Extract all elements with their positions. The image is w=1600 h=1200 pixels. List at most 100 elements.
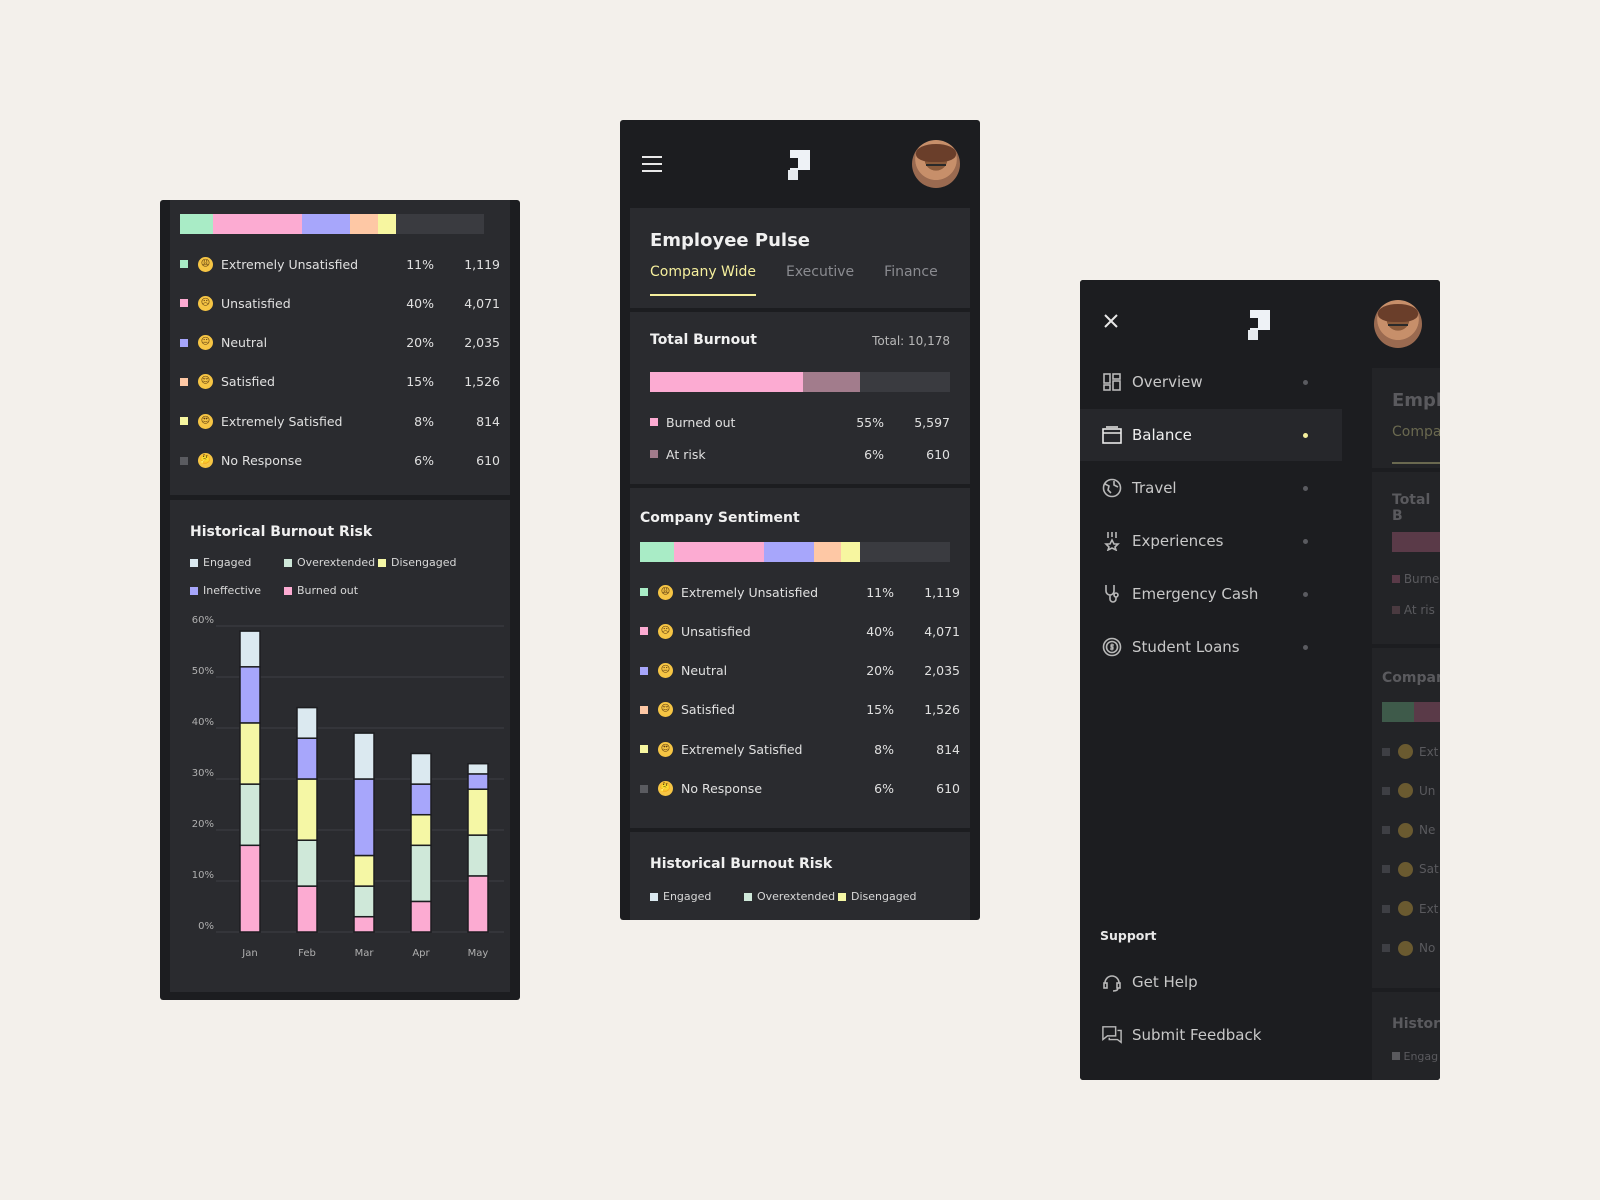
sentiment-label: No Response bbox=[681, 781, 763, 796]
sentiment-label: Extremely Unsatisfied bbox=[681, 584, 819, 600]
sentiment-label: Satisfied bbox=[221, 374, 275, 390]
company-sentiment-card: Company Sentiment 😩 Extremely Unsatisfied… bbox=[630, 488, 970, 828]
peek-row: At ris bbox=[1403, 603, 1435, 617]
avatar[interactable] bbox=[1374, 300, 1422, 348]
sentiment-count: 814 bbox=[936, 741, 960, 757]
tab-company-wide[interactable]: Company Wide bbox=[650, 264, 756, 296]
legend-item: Engaged bbox=[190, 556, 251, 569]
legend-label: Overextended bbox=[757, 890, 836, 903]
nav-item-label: Student Loans bbox=[1132, 638, 1240, 656]
sentiment-row: 🤔 No Response 6% 610 bbox=[180, 451, 500, 471]
bar-segment bbox=[467, 834, 489, 877]
bar-segment bbox=[353, 778, 375, 857]
sentiment-percent: 11% bbox=[866, 584, 894, 600]
peek-leg: Engag bbox=[1403, 1050, 1439, 1063]
legend-label: Overextended bbox=[297, 556, 376, 569]
legend-swatch bbox=[190, 586, 198, 595]
emoji-icon bbox=[1398, 744, 1413, 759]
sentiment-count: 610 bbox=[936, 781, 960, 796]
sentiment-row: 🤔 No Response 6% 610 bbox=[640, 779, 960, 799]
sentiment-label: Satisfied bbox=[681, 702, 735, 718]
sentiment-card: 😩 Extremely Unsatisfied 11% 1,119 ☹ Unsatisfi… bbox=[170, 200, 510, 495]
left-screen: 😩 Extremely Unsatisfied 11% 1,119 ☹ Unsatisfi… bbox=[160, 200, 520, 1000]
legend-swatch bbox=[640, 666, 648, 675]
sentiment-label: Extremely Satisfied bbox=[221, 413, 343, 429]
sentiment-row: 😐 Neutral 20% 2,035 bbox=[180, 333, 500, 353]
historical-title: Historical Burnout Risk bbox=[190, 524, 373, 540]
sentiment-row: ☹ Unsatisfied 40% 4,071 bbox=[180, 293, 500, 313]
close-icon[interactable] bbox=[1102, 312, 1120, 330]
tab-finance[interactable]: Finance bbox=[884, 264, 938, 280]
x-tick-label: Mar bbox=[355, 948, 375, 959]
support-item-submit-feedback[interactable]: Submit Feedback bbox=[1080, 1009, 1342, 1061]
peek-burnout: Total B bbox=[1392, 492, 1431, 524]
sentiment-label: Neutral bbox=[221, 335, 268, 351]
y-tick-label: 10% bbox=[192, 870, 214, 881]
x-tick-label: Apr bbox=[412, 948, 430, 959]
peek-sentiment-row: No bbox=[1382, 940, 1436, 956]
sentiment-count: 1,526 bbox=[464, 374, 500, 390]
bar-segment bbox=[377, 214, 396, 234]
nav-item-balance[interactable]: Balance bbox=[1080, 409, 1342, 461]
bar-segment bbox=[410, 752, 432, 785]
peek-row-label: Ext bbox=[1419, 744, 1439, 759]
legend-label: Engaged bbox=[203, 556, 252, 569]
bar-segment bbox=[410, 900, 432, 933]
stethoscope-icon bbox=[1102, 584, 1122, 604]
nav-item-student-loans[interactable]: Student Loans bbox=[1080, 621, 1342, 673]
sentiment-stacked-bar bbox=[640, 542, 950, 562]
support-item-get-help[interactable]: Get Help bbox=[1080, 956, 1342, 1008]
support-item-label: Submit Feedback bbox=[1132, 1026, 1262, 1044]
legend-label: Ineffective bbox=[203, 584, 262, 597]
headset-icon bbox=[1102, 972, 1122, 992]
underlying-screen-peek: Empl Compa Total B Burne At ris Compan E… bbox=[1372, 280, 1440, 1080]
avatar[interactable] bbox=[912, 140, 960, 188]
peek-row-label: No bbox=[1419, 941, 1436, 955]
bar-segment bbox=[467, 762, 489, 775]
burnout-count: 5,597 bbox=[914, 414, 950, 430]
sentiment-count: 1,119 bbox=[924, 584, 960, 600]
bar-segment bbox=[296, 737, 318, 780]
emoji-icon: ☹ bbox=[658, 623, 673, 639]
bar-segment bbox=[353, 915, 375, 933]
nav-item-experiences[interactable]: Experiences bbox=[1080, 515, 1342, 567]
y-tick-label: 30% bbox=[192, 768, 214, 779]
legend-swatch bbox=[180, 338, 188, 347]
emoji-icon: 🤔 bbox=[198, 453, 213, 468]
legend-item: Disengaged bbox=[378, 556, 456, 569]
globe-icon bbox=[1102, 478, 1122, 498]
nav-item-emergency-cash[interactable]: Emergency Cash bbox=[1080, 568, 1342, 620]
nav-item-label: Overview bbox=[1132, 373, 1203, 391]
legend-swatch bbox=[640, 745, 648, 754]
sentiment-percent: 20% bbox=[866, 663, 894, 679]
burnout-percent: 55% bbox=[856, 414, 884, 430]
sentiment-label: Extremely Unsatisfied bbox=[221, 256, 359, 272]
legend-swatch bbox=[284, 558, 292, 567]
legend-swatch bbox=[180, 299, 188, 308]
bar-segment bbox=[410, 813, 432, 847]
menu-icon[interactable] bbox=[642, 156, 662, 172]
nav-item-overview[interactable]: Overview bbox=[1080, 356, 1342, 408]
emoji-icon: 😌 bbox=[198, 374, 213, 390]
emoji-icon: 😩 bbox=[198, 256, 213, 272]
sentiment-row: 😍 Extremely Satisfied 8% 814 bbox=[640, 739, 960, 759]
sentiment-percent: 8% bbox=[874, 741, 894, 757]
sentiment-count: 1,119 bbox=[464, 256, 500, 272]
peek-sentiment-row: Sat bbox=[1382, 861, 1439, 877]
burnout-title: Total Burnout bbox=[650, 332, 757, 348]
emoji-icon: 🤔 bbox=[658, 781, 673, 796]
historical-card: Historical Burnout Risk Engaged Overexten… bbox=[630, 832, 970, 920]
emoji-icon: 😐 bbox=[198, 335, 213, 351]
legend-swatch bbox=[284, 586, 292, 595]
peek-row: Burne bbox=[1403, 572, 1440, 586]
sentiment-count: 2,035 bbox=[464, 335, 500, 351]
sentiment-percent: 6% bbox=[874, 781, 894, 796]
tab-executive[interactable]: Executive bbox=[785, 264, 855, 280]
emoji-icon bbox=[1398, 901, 1413, 917]
nav-item-travel[interactable]: Travel bbox=[1080, 462, 1342, 514]
sentiment-percent: 40% bbox=[406, 295, 434, 311]
legend-swatch bbox=[650, 892, 658, 901]
bar-segment bbox=[410, 844, 432, 903]
status-dot bbox=[1303, 644, 1308, 650]
bar-segment bbox=[239, 630, 261, 668]
